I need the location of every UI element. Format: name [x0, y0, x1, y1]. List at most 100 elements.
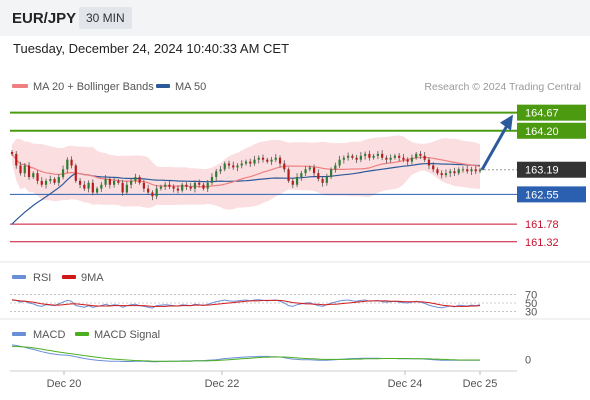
candle-body	[125, 184, 128, 193]
candle-body	[113, 180, 116, 185]
candle-body	[381, 153, 384, 158]
level-label-1: 164.20	[525, 126, 559, 138]
candle-body	[321, 178, 324, 183]
candle-body	[142, 182, 145, 189]
candle-body	[453, 171, 456, 174]
rsi-legend-label: RSI	[33, 272, 51, 284]
candle-body	[329, 169, 333, 178]
rsi-ma-line	[11, 299, 481, 307]
level-tag-2	[517, 161, 586, 178]
macd-panel: 0	[11, 344, 531, 367]
candle-body	[198, 182, 201, 185]
candle-body	[193, 182, 197, 189]
candle-body	[36, 173, 39, 181]
candle-body	[232, 165, 235, 168]
candle-body	[215, 171, 218, 178]
rsi-legend-swatch	[12, 275, 26, 279]
candle-body	[274, 157, 277, 160]
candle-body	[83, 184, 86, 189]
candle-body	[406, 159, 409, 162]
candle-body	[372, 155, 375, 158]
candle-body	[87, 182, 90, 189]
candle-body	[415, 153, 418, 158]
candle-body	[15, 153, 18, 166]
candle-body	[317, 173, 320, 179]
candle-body	[440, 173, 443, 176]
rsi-ma-legend-label: 9MA	[81, 272, 104, 284]
candle-body	[91, 182, 94, 193]
candle-body	[308, 167, 311, 170]
candle-body	[355, 157, 358, 160]
x-tick-label-1: Dec 22	[205, 378, 240, 390]
projection-arrow-shaft	[480, 124, 509, 171]
candle-body	[376, 153, 379, 156]
price-panel: 164.67 164.20 163.19 162.55 161.78 161.32	[10, 104, 586, 249]
candle-body	[27, 165, 31, 178]
candle-body	[261, 157, 265, 160]
candle-body	[168, 184, 171, 187]
candle-body	[244, 161, 248, 164]
candle-body	[57, 177, 60, 183]
x-tick-label-2: Dec 24	[388, 378, 423, 390]
candle-body	[266, 159, 269, 162]
rsi-ma-legend-swatch	[62, 275, 76, 279]
candle-body	[461, 169, 465, 171]
candle-body	[155, 188, 158, 197]
candle-body	[287, 169, 290, 181]
candle-body	[368, 153, 371, 158]
rsi-tick-2: 30	[525, 307, 537, 319]
candle-body	[398, 155, 401, 158]
candle-body	[44, 180, 48, 185]
candle-body	[10, 151, 14, 154]
candle-body	[40, 180, 43, 185]
candle-body	[32, 173, 35, 178]
macd-legend-swatch	[12, 332, 26, 336]
level-tag-1	[517, 122, 586, 139]
candle-body	[61, 169, 65, 178]
level-label-3: 162.55	[525, 189, 559, 201]
candle-body	[283, 163, 286, 170]
x-tick-label-0: Dec 20	[47, 378, 82, 390]
x-axis: Dec 20 Dec 22 Dec 24 Dec 25	[47, 371, 498, 390]
candle-body	[457, 169, 460, 174]
candle-body	[223, 163, 226, 170]
candle-body	[393, 155, 397, 158]
candle-body	[389, 157, 392, 160]
level-label-4: 161.78	[525, 219, 559, 231]
candle-body	[172, 186, 175, 189]
candle-body	[410, 157, 414, 162]
candle-body	[19, 165, 22, 174]
chart-datetime: Tuesday, December 24, 2024 10:40:33 AM C…	[13, 41, 290, 56]
candle-body	[70, 159, 73, 166]
candle-body	[185, 184, 188, 187]
candle-body	[347, 155, 350, 158]
candle-body	[66, 159, 69, 170]
level-label-0: 164.67	[525, 108, 559, 120]
projection-arrow-head	[500, 114, 513, 131]
candle-body	[436, 169, 439, 174]
candle-body	[300, 173, 303, 178]
candle-body	[359, 155, 362, 160]
candle-body	[95, 188, 99, 193]
candle-body	[295, 177, 299, 185]
candle-body	[249, 161, 252, 164]
candle-body	[334, 165, 337, 170]
candle-body	[117, 180, 120, 183]
candle-body	[130, 180, 133, 185]
candle-body	[159, 186, 163, 189]
candle-body	[104, 178, 107, 185]
x-tick-label-3: Dec 25	[463, 378, 498, 390]
candle-body	[291, 180, 294, 185]
timeframe-button[interactable]: 30 MIN	[79, 7, 132, 29]
research-credit: Research © 2024 Trading Central	[424, 81, 581, 93]
chart-header: EUR/JPY 30 MIN	[0, 0, 590, 36]
level-label-2: 163.19	[525, 165, 559, 177]
candle-body	[470, 169, 473, 172]
candle-body	[108, 178, 111, 185]
candle-body	[257, 157, 260, 160]
macd-signal-legend-label: MACD Signal	[94, 329, 160, 341]
ma20-line	[11, 153, 481, 188]
candle-body	[351, 155, 354, 158]
level-tag-0	[517, 104, 586, 121]
